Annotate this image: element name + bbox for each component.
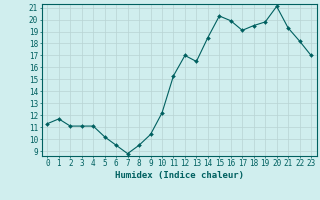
X-axis label: Humidex (Indice chaleur): Humidex (Indice chaleur) <box>115 171 244 180</box>
